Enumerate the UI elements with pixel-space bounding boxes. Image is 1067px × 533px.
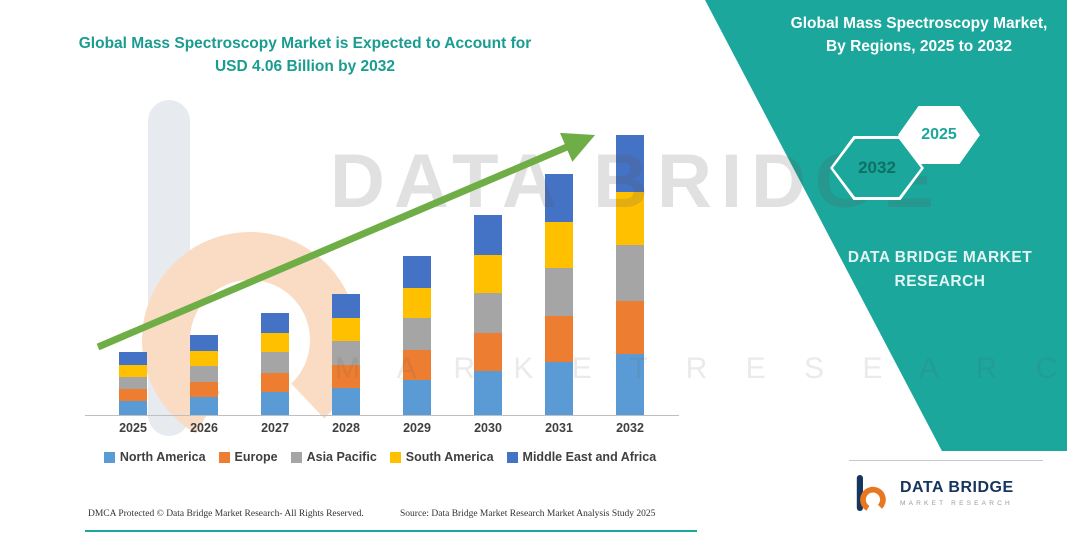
bar-segment-middle-east-and-africa <box>616 135 644 192</box>
legend-item: North America <box>103 450 206 464</box>
bar-segment-asia-pacific <box>119 377 147 389</box>
bar-segment-europe <box>119 389 147 401</box>
trend-arrow-line <box>96 132 596 351</box>
company-logo-icon <box>856 474 886 513</box>
bar-segment-europe <box>474 333 502 371</box>
bar-segment-south-america <box>545 222 573 268</box>
bar-segment-asia-pacific <box>616 245 644 301</box>
logo-bowl <box>860 486 886 513</box>
bar-segment-south-america <box>261 333 289 352</box>
legend-item: Asia Pacific <box>290 450 377 464</box>
hexagon-2025-label: 2025 <box>921 126 957 143</box>
bar-segment-middle-east-and-africa <box>261 313 289 333</box>
hexagon-2025: 2025 <box>898 106 980 164</box>
x-axis-line <box>85 415 679 416</box>
x-tick-label: 2025 <box>119 421 147 435</box>
hexagon-2032: 2032 <box>830 136 924 200</box>
bottom-accent-line <box>85 529 697 532</box>
bar-segment-north-america <box>119 401 147 415</box>
bar-segment-middle-east-and-africa <box>545 174 573 222</box>
bar-segment-south-america <box>474 255 502 293</box>
company-logo-name: DATA BRIDGE <box>900 479 1014 497</box>
x-tick-label: 2029 <box>403 421 431 435</box>
x-tick-label: 2031 <box>545 421 573 435</box>
bar-segment-europe <box>403 350 431 380</box>
bar-segment-north-america <box>545 362 573 415</box>
x-tick-label: 2030 <box>474 421 502 435</box>
legend-item: Middle East and Africa <box>506 450 657 464</box>
legend-label: North America <box>119 450 206 464</box>
bar-segment-north-america <box>474 371 502 415</box>
bar-segment-middle-east-and-africa <box>119 352 147 365</box>
legend-swatch <box>218 451 230 463</box>
x-axis-labels: 2025 2026 2027 2028 2029 2030 2031 2032 <box>85 421 685 441</box>
bar-segment-middle-east-and-africa <box>474 215 502 255</box>
legend-item: South America <box>389 450 494 464</box>
bar-segment-europe <box>545 316 573 362</box>
panel-title: Global Mass Spectroscopy Market, By Regi… <box>790 15 1048 56</box>
bar-segment-north-america <box>261 392 289 415</box>
page-title-line2: USD 4.06 Billion by 2032 <box>214 58 396 76</box>
bar-segment-europe <box>261 373 289 392</box>
bar-segment-europe <box>616 301 644 354</box>
bar-segment-asia-pacific <box>261 352 289 373</box>
bar-segment-north-america <box>190 397 218 415</box>
legend-swatch <box>389 451 401 463</box>
legend-label: South America <box>405 450 494 464</box>
bar-segment-asia-pacific <box>545 268 573 316</box>
footer-dmca-text: DMCA Protected © Data Bridge Market Rese… <box>88 509 364 519</box>
bar-segment-north-america <box>403 380 431 415</box>
bar-segment-north-america <box>616 354 644 415</box>
bar-segment-asia-pacific <box>474 293 502 333</box>
bars-area <box>85 115 685 415</box>
bar-segment-middle-east-and-africa <box>403 256 431 288</box>
bar-segment-south-america <box>616 192 644 245</box>
legend-label: Asia Pacific <box>306 450 377 464</box>
company-logo: DATA BRIDGE MARKET RESEARCH <box>853 473 1014 513</box>
legend-swatch <box>103 451 115 463</box>
legend-item: Europe <box>218 450 278 464</box>
x-tick-label: 2032 <box>616 421 644 435</box>
bar-segment-asia-pacific <box>403 318 431 350</box>
company-logo-caption: MARKET RESEARCH <box>900 499 1013 507</box>
legend-label: Europe <box>234 450 278 464</box>
bar-segment-europe <box>332 365 360 388</box>
logo-card: DATA BRIDGE MARKET RESEARCH <box>839 451 1067 533</box>
bar-segment-north-america <box>332 388 360 415</box>
x-tick-label: 2027 <box>261 421 289 435</box>
hexagon-2032-label: 2032 <box>833 139 921 197</box>
bar-segment-south-america <box>190 351 218 366</box>
footer-source-text: Source: Data Bridge Market Research Mark… <box>400 509 656 519</box>
brand-caption: DATA BRIDGE MARKET RESEARCH <box>847 249 1033 291</box>
legend-swatch <box>290 451 302 463</box>
bar-segment-middle-east-and-africa <box>190 335 218 351</box>
bar-segment-south-america <box>332 318 360 341</box>
trend-arrow <box>96 132 596 351</box>
bar-segment-south-america <box>403 288 431 318</box>
chart-legend: North America Europe Asia Pacific South Ame… <box>80 450 680 464</box>
x-tick-label: 2026 <box>190 421 218 435</box>
page-title-line1: Global Mass Spectroscopy Market is Expec… <box>78 35 532 52</box>
bar-segment-south-america <box>119 365 147 377</box>
bar-segment-asia-pacific <box>332 341 360 365</box>
page-title: Global Mass Spectroscopy Market is Expec… <box>70 32 540 79</box>
legend-swatch <box>506 451 518 463</box>
bar-segment-asia-pacific <box>190 366 218 382</box>
logo-divider <box>849 460 1043 461</box>
bar-chart <box>85 115 685 415</box>
bar-segment-europe <box>190 382 218 397</box>
x-tick-label: 2028 <box>332 421 360 435</box>
bar-segment-middle-east-and-africa <box>332 294 360 318</box>
legend-label: Middle East and Africa <box>522 450 657 464</box>
